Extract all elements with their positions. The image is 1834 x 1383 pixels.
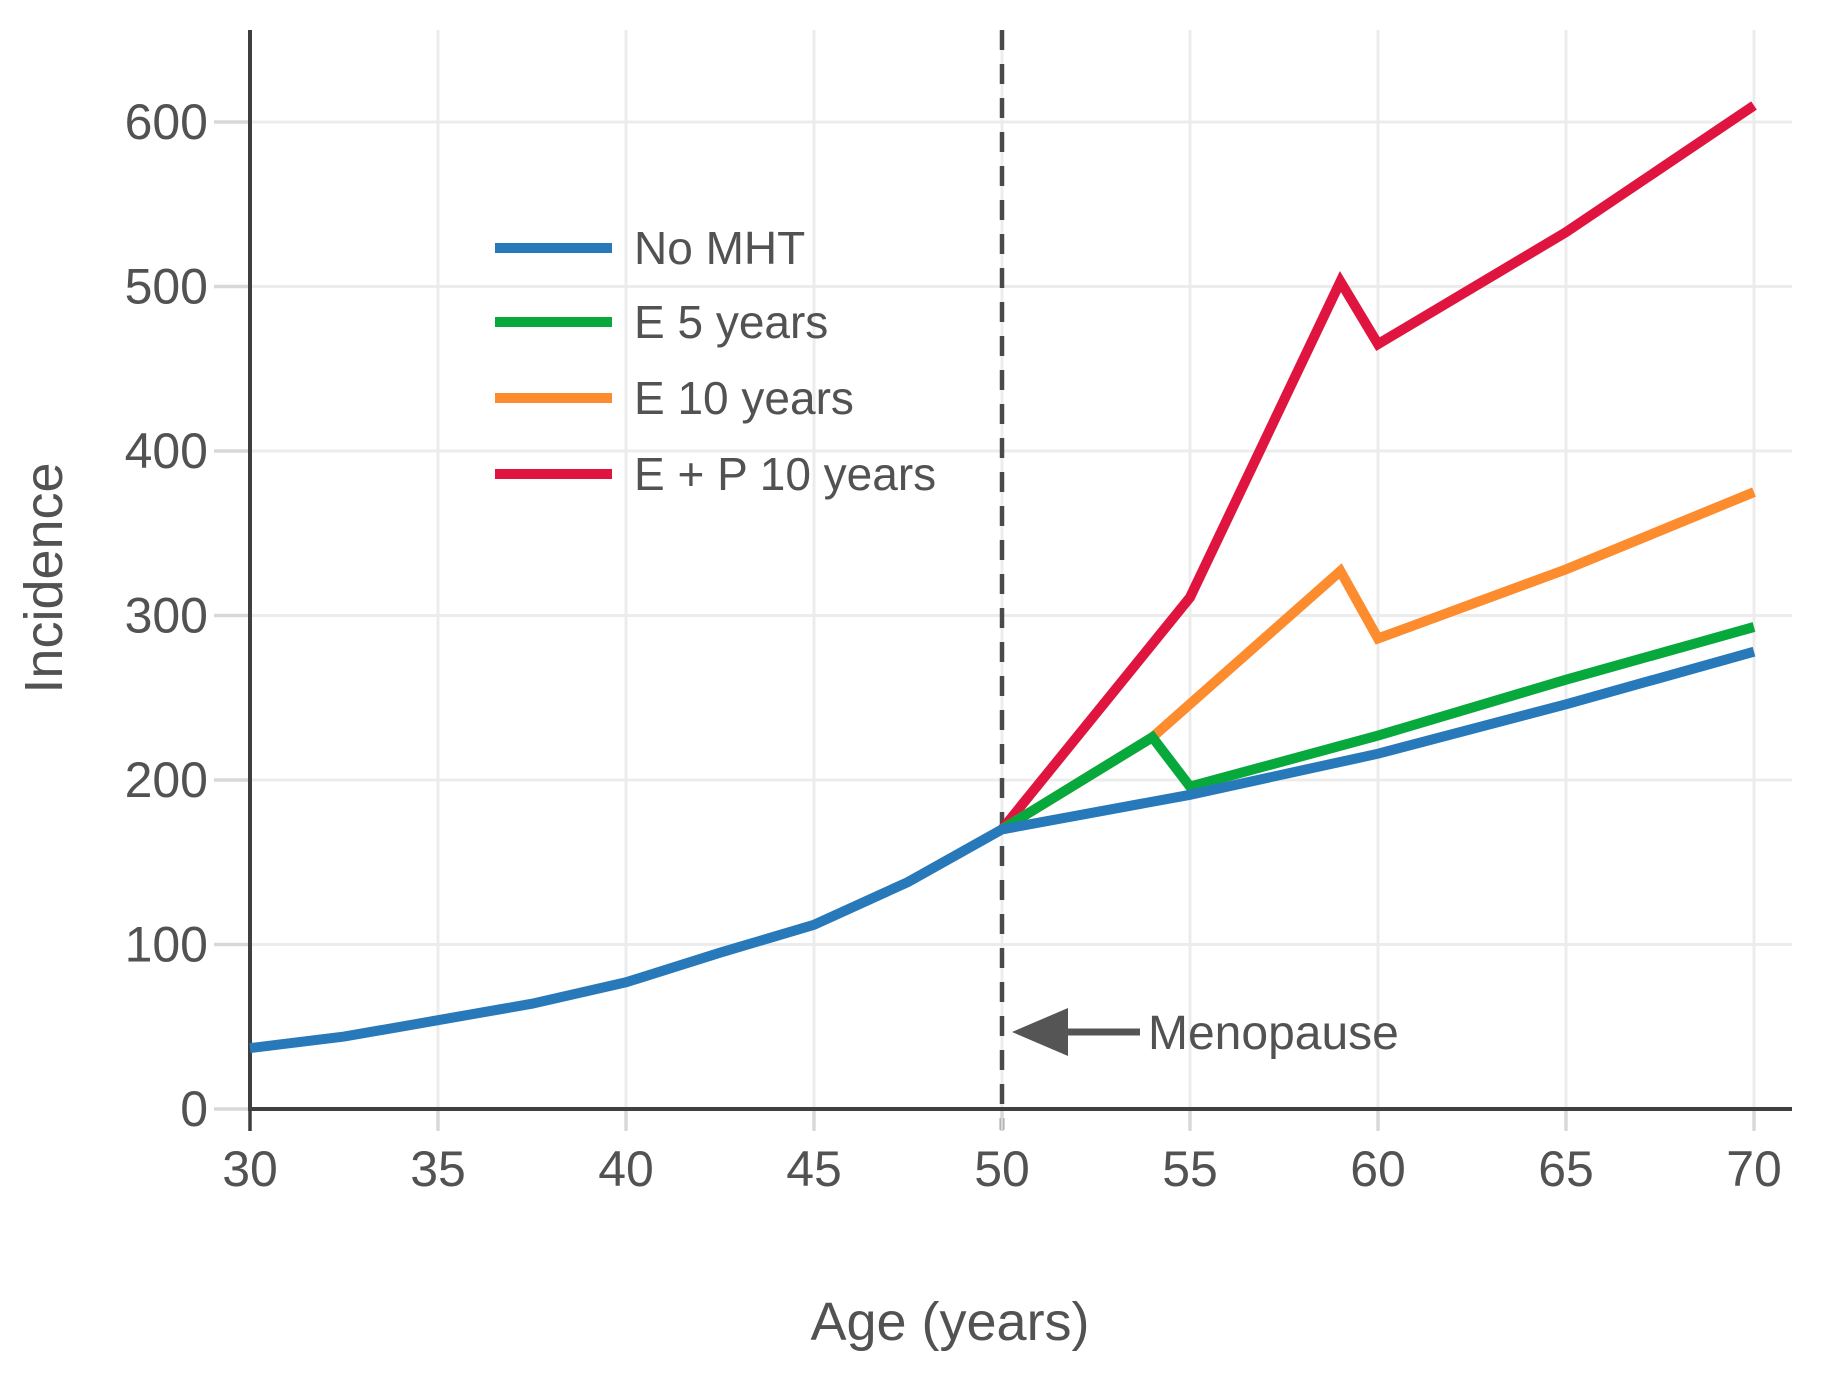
menopause-annotation: Menopause [1012, 1007, 1399, 1060]
y-tick-label: 600 [125, 94, 208, 150]
gridlines [250, 30, 1792, 1109]
x-tick-label: 40 [598, 1141, 654, 1197]
y-tick-label: 200 [125, 752, 208, 808]
legend: No MHT E 5 years E 10 years E + P 10 years [495, 222, 936, 500]
data-series-curves [249, 101, 1757, 1054]
x-tick-label: 60 [1350, 1141, 1406, 1197]
y-tick-label: 0 [180, 1081, 208, 1137]
axis-spines [248, 30, 1792, 1111]
x-tick-label: 45 [786, 1141, 842, 1197]
legend-entry-e-10-years: E 10 years [495, 372, 854, 424]
x-tick-label: 35 [410, 1141, 466, 1197]
x-tick-label: 55 [1162, 1141, 1218, 1197]
x-tick-label: 65 [1538, 1141, 1594, 1197]
y-tick-label: 300 [125, 588, 208, 644]
legend-label: No MHT [634, 222, 805, 274]
y-axis-title: Incidence [14, 462, 74, 693]
tick-labels: 30 35 40 45 50 55 60 65 70 0 100 200 300 400 500 600 [125, 94, 1782, 1197]
x-axis-title: Age (years) [810, 1292, 1089, 1352]
x-tick-label: 70 [1726, 1141, 1782, 1197]
series-line-e-5-years [999, 622, 1756, 834]
legend-entry-e-5-years: E 5 years [495, 296, 828, 348]
legend-entry-no-mht: No MHT [495, 222, 805, 274]
y-tick-label: 400 [125, 423, 208, 479]
x-tick-label: 50 [974, 1141, 1030, 1197]
y-tick-label: 500 [125, 259, 208, 315]
menopause-arrow-head-icon [1012, 1008, 1068, 1056]
legend-label: E 10 years [634, 372, 854, 424]
y-tick-label: 100 [125, 917, 208, 973]
series-line-e-p-10-years [998, 101, 1757, 833]
series-line-no-mht [249, 646, 1756, 1054]
menopause-label: Menopause [1148, 1007, 1399, 1060]
legend-label: E 5 years [634, 296, 828, 348]
legend-label: E + P 10 years [634, 448, 936, 500]
legend-entry-e-p-10-years: E + P 10 years [495, 448, 936, 500]
axis-ticks [214, 120, 1756, 1131]
x-tick-label: 30 [222, 1141, 278, 1197]
